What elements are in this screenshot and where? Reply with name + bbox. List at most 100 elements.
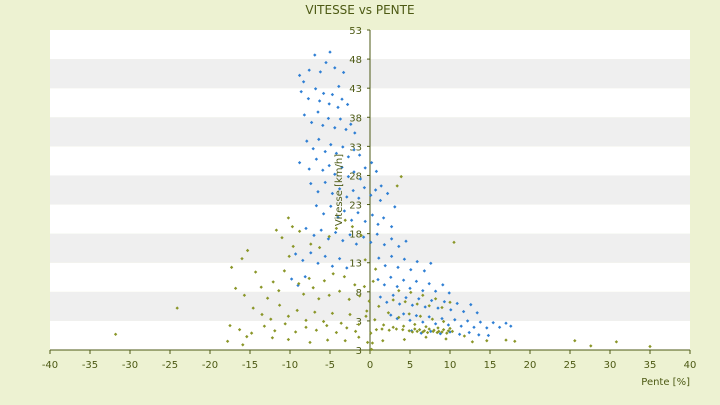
data-point (354, 242, 359, 246)
data-point (345, 195, 349, 199)
data-point (326, 116, 331, 121)
data-point (362, 185, 367, 190)
data-point (397, 244, 401, 249)
data-point (314, 204, 319, 208)
data-point (330, 92, 335, 97)
data-point (327, 102, 331, 106)
data-point (341, 145, 345, 149)
x-tick-label: 35 (644, 360, 657, 371)
data-point (357, 196, 361, 200)
data-point (307, 68, 311, 72)
x-axis-label: Pente [%] (641, 377, 690, 388)
x-tick-label: 5 (407, 360, 413, 371)
data-point (305, 139, 309, 143)
data-point (389, 254, 394, 259)
data-point (316, 110, 320, 114)
data-point (369, 193, 373, 197)
x-tick-label: -25 (162, 360, 178, 371)
y-tick-label: 48 (349, 55, 362, 66)
data-point (333, 66, 337, 70)
data-point (333, 126, 337, 130)
data-point (342, 209, 347, 213)
data-point (274, 228, 279, 232)
data-point (329, 142, 333, 147)
y-tick-label: 38 (349, 113, 362, 124)
data-point (334, 151, 339, 156)
data-point (241, 343, 245, 347)
x-tick-label: 25 (564, 360, 577, 371)
data-point (345, 102, 350, 107)
x-tick-label: -40 (42, 360, 58, 371)
data-point (318, 70, 323, 74)
data-point (328, 50, 332, 54)
data-point (350, 224, 355, 229)
data-point (175, 306, 179, 310)
y-tick-label: 23 (349, 201, 362, 212)
x-tick-label: 10 (444, 360, 457, 371)
data-point (329, 204, 333, 208)
data-point (324, 60, 328, 65)
data-point (314, 157, 319, 161)
data-point (573, 338, 577, 343)
data-point (614, 340, 619, 344)
data-point (378, 198, 383, 203)
chart-title: VITESSE vs PENTE (305, 3, 414, 17)
data-point (321, 123, 325, 128)
y-tick-label: 43 (349, 84, 362, 95)
data-point (589, 344, 593, 348)
data-point (240, 256, 244, 261)
data-point (321, 168, 325, 172)
data-point (369, 240, 373, 245)
y-tick-label: 28 (349, 171, 362, 182)
tick-labels: -40 -35 -30 -25 -20 -15 -10 -5 0 5 10 15 20 25 30 35 40 3… (42, 26, 697, 371)
x-tick-label: -5 (325, 360, 335, 371)
data-point (393, 205, 397, 209)
data-point (374, 169, 379, 174)
data-point (251, 306, 255, 310)
data-point (225, 339, 230, 343)
data-point (341, 238, 345, 243)
data-point (309, 251, 313, 255)
x-tick-label: -20 (202, 360, 218, 371)
data-point (346, 155, 351, 159)
data-point (648, 344, 652, 349)
data-point (286, 216, 291, 220)
axes (49, 29, 691, 354)
x-tick-label: 20 (524, 360, 537, 371)
data-point (358, 177, 363, 181)
data-point (309, 242, 313, 246)
data-point (337, 84, 341, 89)
y-tick-label: 3 (356, 346, 362, 357)
data-point (313, 53, 317, 57)
data-point (333, 172, 337, 176)
data-point (353, 131, 357, 135)
x-tick-label: -10 (282, 360, 298, 371)
x-tick-label: -35 (82, 360, 98, 371)
data-point (317, 137, 321, 142)
data-point (513, 339, 517, 343)
data-point (323, 254, 327, 259)
data-point (309, 181, 313, 186)
y-axis-label: Vitesse [km/h] (334, 154, 345, 226)
data-point (321, 91, 326, 96)
data-point (349, 122, 353, 126)
data-point (290, 224, 295, 229)
data-point (233, 286, 238, 291)
x-tick-label: -30 (122, 360, 138, 371)
x-tick-label: 0 (367, 360, 373, 371)
data-point (334, 226, 339, 231)
y-tick-label: 13 (349, 259, 362, 270)
x-tick-label: 30 (604, 360, 617, 371)
x-tick-label: -15 (242, 360, 258, 371)
data-point (370, 213, 375, 217)
data-point (338, 117, 343, 121)
data-point (330, 191, 335, 196)
data-point (228, 323, 232, 328)
data-point (341, 70, 346, 75)
data-point (287, 254, 291, 259)
x-tick-label: 15 (484, 360, 497, 371)
y-tick-label: 3 (356, 317, 362, 328)
x-tick-label: 40 (684, 360, 697, 371)
